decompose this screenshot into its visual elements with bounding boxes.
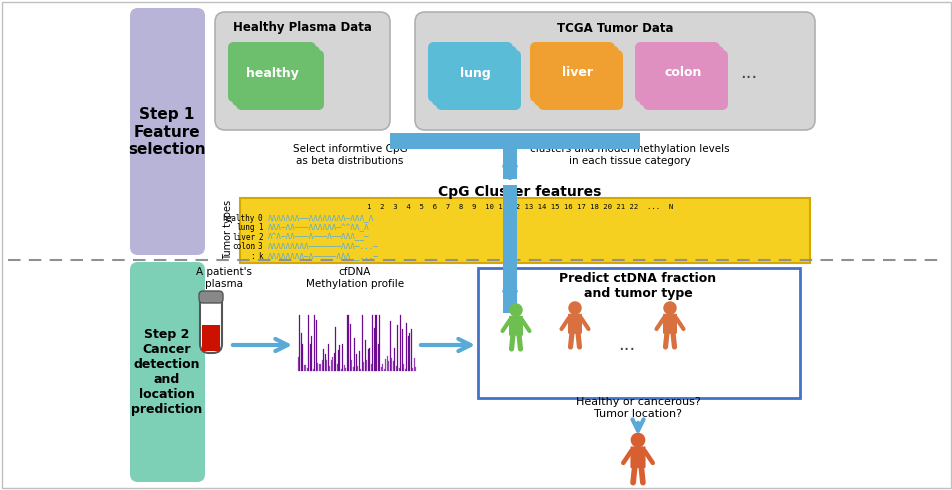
FancyBboxPatch shape bbox=[215, 12, 389, 130]
Text: lung: lung bbox=[236, 223, 255, 232]
FancyBboxPatch shape bbox=[199, 291, 223, 303]
Bar bbox=[503, 185, 516, 270]
FancyBboxPatch shape bbox=[538, 50, 623, 110]
FancyBboxPatch shape bbox=[236, 50, 324, 110]
FancyBboxPatch shape bbox=[663, 314, 676, 334]
FancyBboxPatch shape bbox=[643, 50, 727, 110]
Bar bbox=[202, 325, 220, 351]
FancyBboxPatch shape bbox=[414, 12, 814, 130]
Circle shape bbox=[663, 301, 676, 315]
Text: lung: lung bbox=[459, 67, 490, 79]
FancyBboxPatch shape bbox=[634, 42, 720, 102]
Circle shape bbox=[567, 301, 581, 315]
Bar bbox=[240, 198, 809, 263]
FancyBboxPatch shape bbox=[431, 46, 516, 106]
Circle shape bbox=[630, 433, 645, 447]
Text: ΛΛΛΛΛΛΛΛ–Λ–––––ΛΛΛ__...–: ΛΛΛΛΛΛΛΛ–Λ–––––ΛΛΛ__...– bbox=[268, 251, 379, 261]
Text: 1: 1 bbox=[258, 223, 263, 232]
Circle shape bbox=[508, 303, 523, 317]
Text: Predict ctDNA fraction
and tumor type: Predict ctDNA fraction and tumor type bbox=[559, 272, 716, 300]
Text: CpG Cluster features: CpG Cluster features bbox=[438, 185, 601, 199]
Text: Λ^Λ–ΛΛ–––Λ–––Λ––ΛΛΛ__–: Λ^Λ–ΛΛ–––Λ–––Λ––ΛΛΛ__– bbox=[268, 232, 369, 242]
FancyBboxPatch shape bbox=[231, 46, 320, 106]
Text: 3: 3 bbox=[258, 242, 263, 251]
Text: cfDNA
Methylation profile: cfDNA Methylation profile bbox=[306, 267, 404, 289]
Text: k: k bbox=[258, 251, 263, 261]
Text: Select informtive CpG
as beta distributions: Select informtive CpG as beta distributi… bbox=[292, 144, 407, 166]
Text: colon: colon bbox=[664, 67, 701, 79]
Text: liver: liver bbox=[562, 67, 593, 79]
FancyBboxPatch shape bbox=[129, 8, 205, 255]
Text: ΛΛΛΛΛΛΛ––ΛΛΛΛΛΛΛΛ–ΛΛΛ_Λ: ΛΛΛΛΛΛΛ––ΛΛΛΛΛΛΛΛ–ΛΛΛ_Λ bbox=[268, 214, 374, 222]
Text: A patient's
plasma: A patient's plasma bbox=[196, 267, 251, 289]
Text: healthy: healthy bbox=[223, 214, 255, 222]
FancyBboxPatch shape bbox=[508, 316, 523, 336]
Text: Step 1
Feature
selection: Step 1 Feature selection bbox=[129, 107, 206, 157]
Text: colon: colon bbox=[231, 242, 255, 251]
Bar bbox=[503, 149, 516, 179]
Text: Tumor types: Tumor types bbox=[223, 200, 232, 260]
FancyBboxPatch shape bbox=[200, 293, 222, 353]
FancyBboxPatch shape bbox=[630, 446, 645, 468]
Bar bbox=[503, 268, 516, 313]
Text: 2: 2 bbox=[258, 232, 263, 242]
Text: ΛΛΛΛΛΛΛΛΛ–––––––ΛΛΛ–...–: ΛΛΛΛΛΛΛΛΛ–––––––ΛΛΛ–...– bbox=[268, 242, 379, 251]
FancyBboxPatch shape bbox=[436, 50, 521, 110]
Bar bbox=[389, 133, 640, 149]
Text: ...: ... bbox=[618, 336, 635, 354]
FancyBboxPatch shape bbox=[427, 42, 512, 102]
FancyBboxPatch shape bbox=[639, 46, 724, 106]
Text: liver: liver bbox=[231, 232, 255, 242]
Text: ...: ... bbox=[739, 64, 757, 82]
FancyBboxPatch shape bbox=[529, 42, 614, 102]
Text: 0: 0 bbox=[258, 214, 263, 222]
Text: Step 2
Cancer
detection
and
location
prediction: Step 2 Cancer detection and location pre… bbox=[131, 328, 203, 416]
Text: TCGA Tumor Data: TCGA Tumor Data bbox=[556, 22, 672, 34]
Bar bbox=[478, 268, 799, 398]
Text: 1  2  3  4  5  6  7  8  9  10 11 12 13 14 15 16 17 18 20 21 22  ...  N: 1 2 3 4 5 6 7 8 9 10 11 12 13 14 15 16 1… bbox=[367, 204, 672, 210]
Text: :: : bbox=[250, 251, 255, 261]
FancyBboxPatch shape bbox=[129, 262, 205, 482]
Text: :: : bbox=[252, 242, 255, 251]
Text: healthy: healthy bbox=[246, 67, 298, 79]
Text: clusters and model methylation levels
in each tissue category: clusters and model methylation levels in… bbox=[529, 144, 729, 166]
Text: Healthy or cancerous?
Tumor location?: Healthy or cancerous? Tumor location? bbox=[575, 397, 700, 419]
FancyBboxPatch shape bbox=[567, 314, 582, 334]
Text: ΛΛΛ–ΛΛ–––ΛΛΛΛΛΛ–^^ΛΛ_Λ: ΛΛΛ–ΛΛ–––ΛΛΛΛΛΛ–^^ΛΛ_Λ bbox=[268, 223, 369, 232]
FancyBboxPatch shape bbox=[228, 42, 316, 102]
FancyBboxPatch shape bbox=[533, 46, 619, 106]
Text: Healthy Plasma Data: Healthy Plasma Data bbox=[232, 22, 371, 34]
